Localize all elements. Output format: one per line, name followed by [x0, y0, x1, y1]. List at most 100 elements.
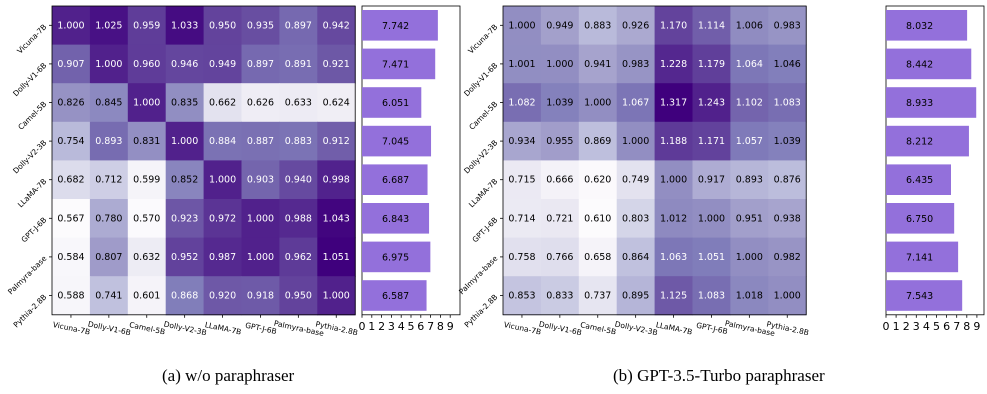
cell-value-label: 0.938: [774, 213, 801, 224]
cell-value-label: 1.000: [133, 98, 160, 109]
cell-value-label: 0.662: [209, 98, 236, 109]
cell-value-label: 0.601: [133, 291, 160, 302]
heatmap-cell: [503, 121, 542, 161]
bar: [886, 87, 977, 118]
cell-value-label: 0.883: [584, 20, 611, 31]
cell-value-label: 1.067: [622, 98, 649, 109]
cell-value-label: 0.917: [698, 175, 725, 186]
heatmap-cell: [241, 199, 280, 239]
heatmap-cell: [692, 199, 731, 239]
heatmap-cell: [654, 44, 693, 84]
cell-value-label: 1.001: [508, 59, 535, 70]
bar: [886, 164, 951, 195]
bar-x-tick-label: 4: [398, 320, 405, 333]
heatmap-cell: [768, 6, 807, 46]
heatmap-cell: [540, 83, 580, 123]
cell-value-label: 0.946: [171, 59, 198, 70]
cell-value-label: 0.918: [247, 291, 274, 302]
cell-value-label: 1.000: [508, 20, 535, 31]
cell-value-label: 0.567: [57, 213, 84, 224]
heatmap-cell: [89, 6, 129, 46]
bar-x-tick-label: 6: [417, 320, 424, 333]
heatmap-cell: [540, 237, 580, 277]
bar-x-tick-label: 6: [943, 320, 950, 333]
cell-value-label: 0.807: [95, 252, 122, 263]
cell-value-label: 0.987: [209, 252, 236, 263]
bar: [362, 125, 432, 157]
heatmap-cell: [692, 276, 731, 316]
cell-value-label: 0.923: [171, 213, 198, 224]
heatmap-cell: [279, 6, 318, 46]
heatmap-cell: [127, 6, 167, 46]
bar: [886, 280, 963, 311]
heatmap-cell: [654, 199, 693, 239]
cell-value-label: 0.869: [584, 136, 611, 147]
row-label: LLaMA-7B: [16, 177, 49, 210]
cell-value-label: 1.000: [95, 59, 122, 70]
heatmap-cell: [241, 276, 280, 316]
cell-value-label: 1.170: [660, 20, 687, 31]
cell-value-label: 1.000: [247, 213, 274, 224]
cell-value-label: 0.876: [774, 175, 801, 186]
heatmap-cell: [279, 237, 318, 277]
heatmap-cell: [52, 276, 91, 316]
heatmap-cell: [768, 199, 807, 239]
cell-value-label: 0.926: [622, 20, 649, 31]
row-label: LLaMA-7B: [467, 177, 500, 210]
heatmap-cell: [616, 237, 656, 277]
heatmap-cell: [241, 237, 280, 277]
bar-value-label: 8.442: [906, 59, 933, 70]
heatmap-cell: [540, 6, 580, 46]
heatmap-cell: [616, 83, 656, 123]
cell-value-label: 0.632: [133, 252, 160, 263]
cell-value-label: 0.887: [247, 136, 274, 147]
cell-value-label: 0.998: [323, 175, 350, 186]
cell-value-label: 0.950: [209, 20, 236, 31]
cell-value-label: 0.960: [133, 59, 160, 70]
cell-value-label: 0.864: [622, 252, 649, 263]
heatmap-cell: [503, 237, 542, 277]
heatmap-cell: [616, 160, 656, 200]
bar-value-label: 8.032: [906, 21, 933, 32]
bar: [362, 48, 436, 80]
cell-value-label: 1.000: [774, 291, 801, 302]
cell-value-label: 1.082: [508, 98, 535, 109]
bar: [886, 10, 968, 41]
heatmap-cell: [127, 160, 167, 200]
cell-value-label: 1.043: [323, 213, 350, 224]
cell-value-label: 1.228: [660, 59, 687, 70]
cell-value-label: 0.897: [247, 59, 274, 70]
cell-value-label: 0.983: [622, 59, 649, 70]
cell-value-label: 1.006: [736, 20, 763, 31]
heatmap-cell: [89, 44, 129, 84]
heatmap-cell: [654, 6, 693, 46]
heatmap-cell: [203, 276, 242, 316]
cell-value-label: 0.868: [171, 291, 198, 302]
column-label: Camel-5B: [579, 320, 617, 336]
heatmap-cell: [692, 6, 731, 46]
column-label: LLaMA-7B: [655, 320, 693, 336]
heatmap-cell: [768, 83, 807, 123]
bar-value-label: 6.051: [382, 98, 409, 109]
cell-value-label: 0.666: [546, 175, 573, 186]
column-label: Camel-5B: [128, 320, 166, 336]
cell-value-label: 1.000: [209, 175, 236, 186]
bar: [886, 241, 959, 273]
bar: [886, 125, 969, 157]
heatmap-cell: [730, 6, 769, 46]
heatmap-cell: [241, 121, 280, 161]
cell-value-label: 0.852: [171, 175, 198, 186]
heatmap-cell: [279, 199, 318, 239]
cell-value-label: 0.934: [508, 136, 535, 147]
heatmap-cell: [503, 6, 542, 46]
cell-value-label: 0.972: [209, 213, 236, 224]
heatmap-cell: [165, 83, 205, 123]
cell-value-label: 0.895: [622, 291, 649, 302]
column-label: Dolly-V1-6B: [87, 319, 132, 337]
bar-x-tick-label: 8: [963, 320, 970, 333]
heatmap-cell: [616, 276, 656, 316]
bar-value-label: 6.843: [382, 214, 409, 225]
heatmap-cell: [203, 83, 242, 123]
heatmap-cell: [654, 237, 693, 277]
heatmap-cell: [89, 199, 129, 239]
